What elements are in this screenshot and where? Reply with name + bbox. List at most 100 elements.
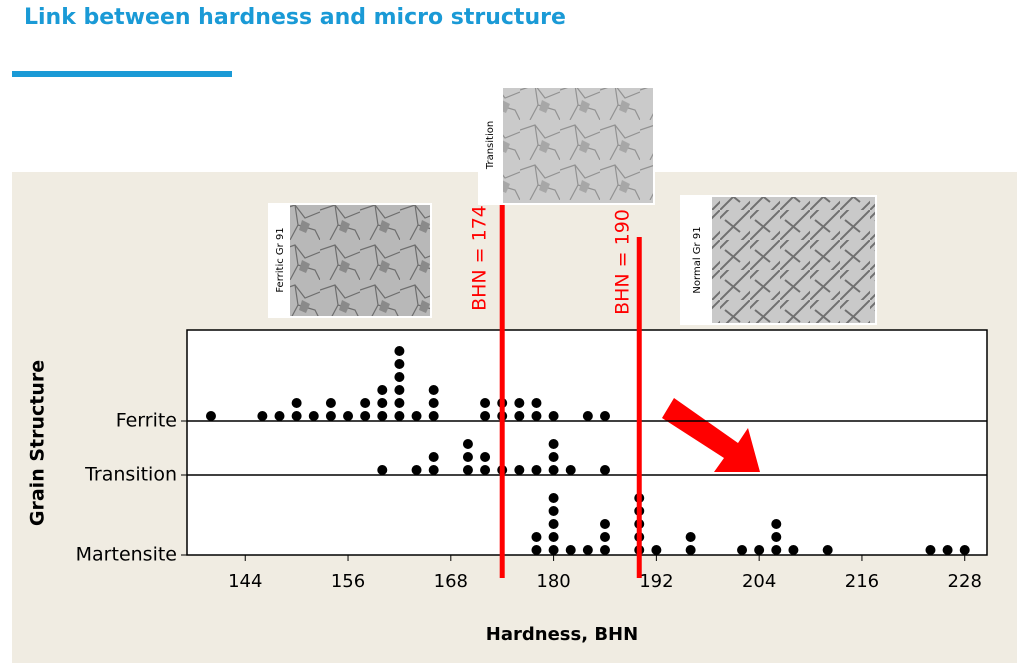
dot xyxy=(360,398,371,408)
dot xyxy=(582,411,593,421)
dot xyxy=(377,398,388,408)
dot xyxy=(548,493,559,503)
x-tick-label: 216 xyxy=(845,571,879,592)
photo xyxy=(712,197,875,323)
reference-label: BHN = 190 xyxy=(612,209,634,315)
dot xyxy=(428,385,439,395)
dot xyxy=(548,519,559,529)
dot xyxy=(531,411,542,421)
dot xyxy=(565,465,576,475)
dot xyxy=(462,465,473,475)
dot xyxy=(480,398,491,408)
x-tick-label: 192 xyxy=(639,571,673,592)
dot xyxy=(291,398,302,408)
dot xyxy=(548,439,559,449)
dot xyxy=(599,411,610,421)
dot xyxy=(514,411,525,421)
reference-label: BHN = 174 xyxy=(469,205,491,311)
dot xyxy=(548,545,559,555)
dot xyxy=(565,545,576,555)
dot xyxy=(325,398,336,408)
dot xyxy=(205,411,216,421)
dot xyxy=(411,411,422,421)
dot xyxy=(788,545,799,555)
slide-title: Link between hardness and micro structur… xyxy=(24,5,566,30)
photo xyxy=(290,205,430,316)
dot xyxy=(394,372,405,382)
dot xyxy=(771,519,782,529)
dot xyxy=(754,545,765,555)
dot xyxy=(771,532,782,542)
dot xyxy=(308,411,319,421)
dot xyxy=(942,545,953,555)
dot xyxy=(428,465,439,475)
dot xyxy=(480,411,491,421)
dot xyxy=(651,545,662,555)
dot xyxy=(737,545,748,555)
x-tick-label: 228 xyxy=(948,571,982,592)
x-tick-label: 144 xyxy=(228,571,262,592)
dot xyxy=(514,398,525,408)
dot xyxy=(548,506,559,516)
dot xyxy=(377,465,388,475)
dot xyxy=(394,346,405,356)
dot xyxy=(599,532,610,542)
dot xyxy=(274,411,285,421)
x-tick-label: 168 xyxy=(434,571,468,592)
y-tick-label: Transition xyxy=(84,464,177,486)
dot xyxy=(325,411,336,421)
dot xyxy=(411,465,422,475)
dot xyxy=(685,532,696,542)
dot xyxy=(548,452,559,462)
x-tick-label: 180 xyxy=(536,571,570,592)
dot xyxy=(257,411,268,421)
dot xyxy=(377,385,388,395)
dot xyxy=(343,411,354,421)
y-tick-label: Martensite xyxy=(76,544,177,566)
dot xyxy=(822,545,833,555)
dot xyxy=(428,398,439,408)
photo-label: Ferritic Gr 91 xyxy=(275,227,286,292)
dot xyxy=(394,398,405,408)
dot xyxy=(531,545,542,555)
x-tick-label: 156 xyxy=(331,571,365,592)
dot xyxy=(462,452,473,462)
dot xyxy=(548,465,559,475)
photo xyxy=(503,88,653,203)
photo-label: Transition xyxy=(485,121,496,170)
dot xyxy=(531,465,542,475)
dot xyxy=(531,398,542,408)
y-axis-label: Grain Structure xyxy=(27,360,49,526)
dot xyxy=(394,411,405,421)
y-tick-label: Ferrite xyxy=(116,410,177,432)
dot xyxy=(685,545,696,555)
dot xyxy=(462,439,473,449)
dot xyxy=(531,532,542,542)
plot-area xyxy=(186,329,988,556)
dot xyxy=(377,411,388,421)
dot xyxy=(480,465,491,475)
dot xyxy=(599,465,610,475)
dot xyxy=(360,411,371,421)
dot xyxy=(599,519,610,529)
dot xyxy=(480,452,491,462)
dot xyxy=(514,465,525,475)
dot xyxy=(599,545,610,555)
dot xyxy=(428,452,439,462)
x-axis-label: Hardness, BHN xyxy=(486,624,638,645)
dot xyxy=(394,359,405,369)
dot xyxy=(548,532,559,542)
dot xyxy=(291,411,302,421)
dot xyxy=(394,385,405,395)
arrow xyxy=(662,398,760,472)
dot xyxy=(925,545,936,555)
dot xyxy=(959,545,970,555)
x-tick-label: 204 xyxy=(742,571,776,592)
photo-label: Normal Gr 91 xyxy=(692,226,703,293)
dot xyxy=(428,411,439,421)
title-underline xyxy=(12,71,232,77)
dot xyxy=(771,545,782,555)
dot xyxy=(548,411,559,421)
dot xyxy=(582,545,593,555)
